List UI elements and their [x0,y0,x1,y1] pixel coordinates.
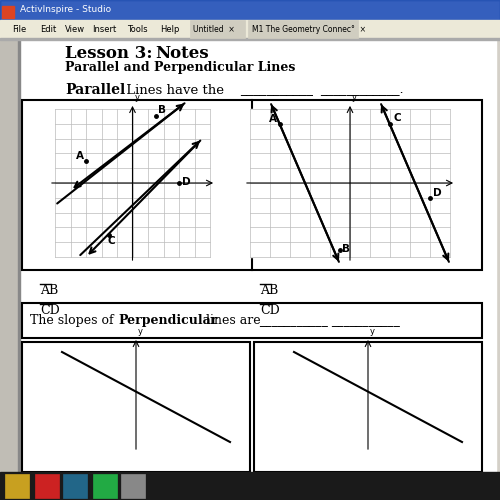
Text: A: A [269,114,277,124]
Bar [0,0,500,20]
Bar [0,472,500,500]
Text: Lines have the: Lines have the [122,84,228,96]
Text: y: y [352,93,357,102]
Text: C: C [393,113,400,123]
Bar [63,474,87,498]
Text: B: B [342,244,350,254]
Text: Notes: Notes [155,44,208,62]
Text: y: y [138,327,143,336]
Text: ___________: ___________ [240,84,313,96]
Text: M1 The Geometry Connec°  ×: M1 The Geometry Connec° × [252,24,366,34]
Text: Lesson 3:: Lesson 3: [65,44,152,62]
Text: View: View [65,24,85,34]
Text: AB: AB [260,284,278,296]
Text: Perpendicular: Perpendicular [118,314,218,327]
Text: Parallel and Perpendicular Lines: Parallel and Perpendicular Lines [65,62,296,74]
Bar [55,109,210,257]
Text: y: y [370,327,375,336]
Text: ActivInspire - Studio: ActivInspire - Studio [20,6,111,15]
Text: File: File [12,24,26,34]
Bar [5,474,29,498]
Text: ____________.: ____________. [320,84,404,96]
Text: lines are: lines are [202,314,264,327]
Text: Insert: Insert [92,24,116,34]
Text: Parallel: Parallel [65,83,125,97]
Bar [18,40,20,472]
Bar [0,40,500,472]
Bar [22,303,482,338]
Text: AB: AB [40,284,58,296]
Text: D: D [182,177,190,187]
Text: ___________: ___________ [259,314,328,327]
Bar [121,474,145,498]
Bar [250,109,450,257]
Bar [248,20,358,38]
Text: D: D [433,188,442,198]
Bar [18,40,496,472]
Text: Untitled  ×: Untitled × [193,24,235,34]
Bar [35,474,59,498]
Text: ___________: ___________ [331,314,400,327]
Text: Edit: Edit [40,24,56,34]
Bar [0,20,500,38]
Text: The slopes of: The slopes of [30,314,118,327]
Text: C: C [107,236,115,246]
Bar [0,38,500,40]
Bar [0,0,500,20]
Text: B: B [158,106,166,116]
Bar [93,474,117,498]
Text: Tools: Tools [127,24,148,34]
Bar [22,342,250,472]
Text: y: y [134,93,140,102]
Bar [0,40,18,472]
Text: Help: Help [160,24,180,34]
Text: CD: CD [40,304,60,316]
Bar [254,342,482,472]
Bar [190,20,245,38]
Text: CD: CD [260,304,280,316]
Bar [22,100,482,270]
Bar [2,6,14,18]
Text: A: A [76,151,84,161]
